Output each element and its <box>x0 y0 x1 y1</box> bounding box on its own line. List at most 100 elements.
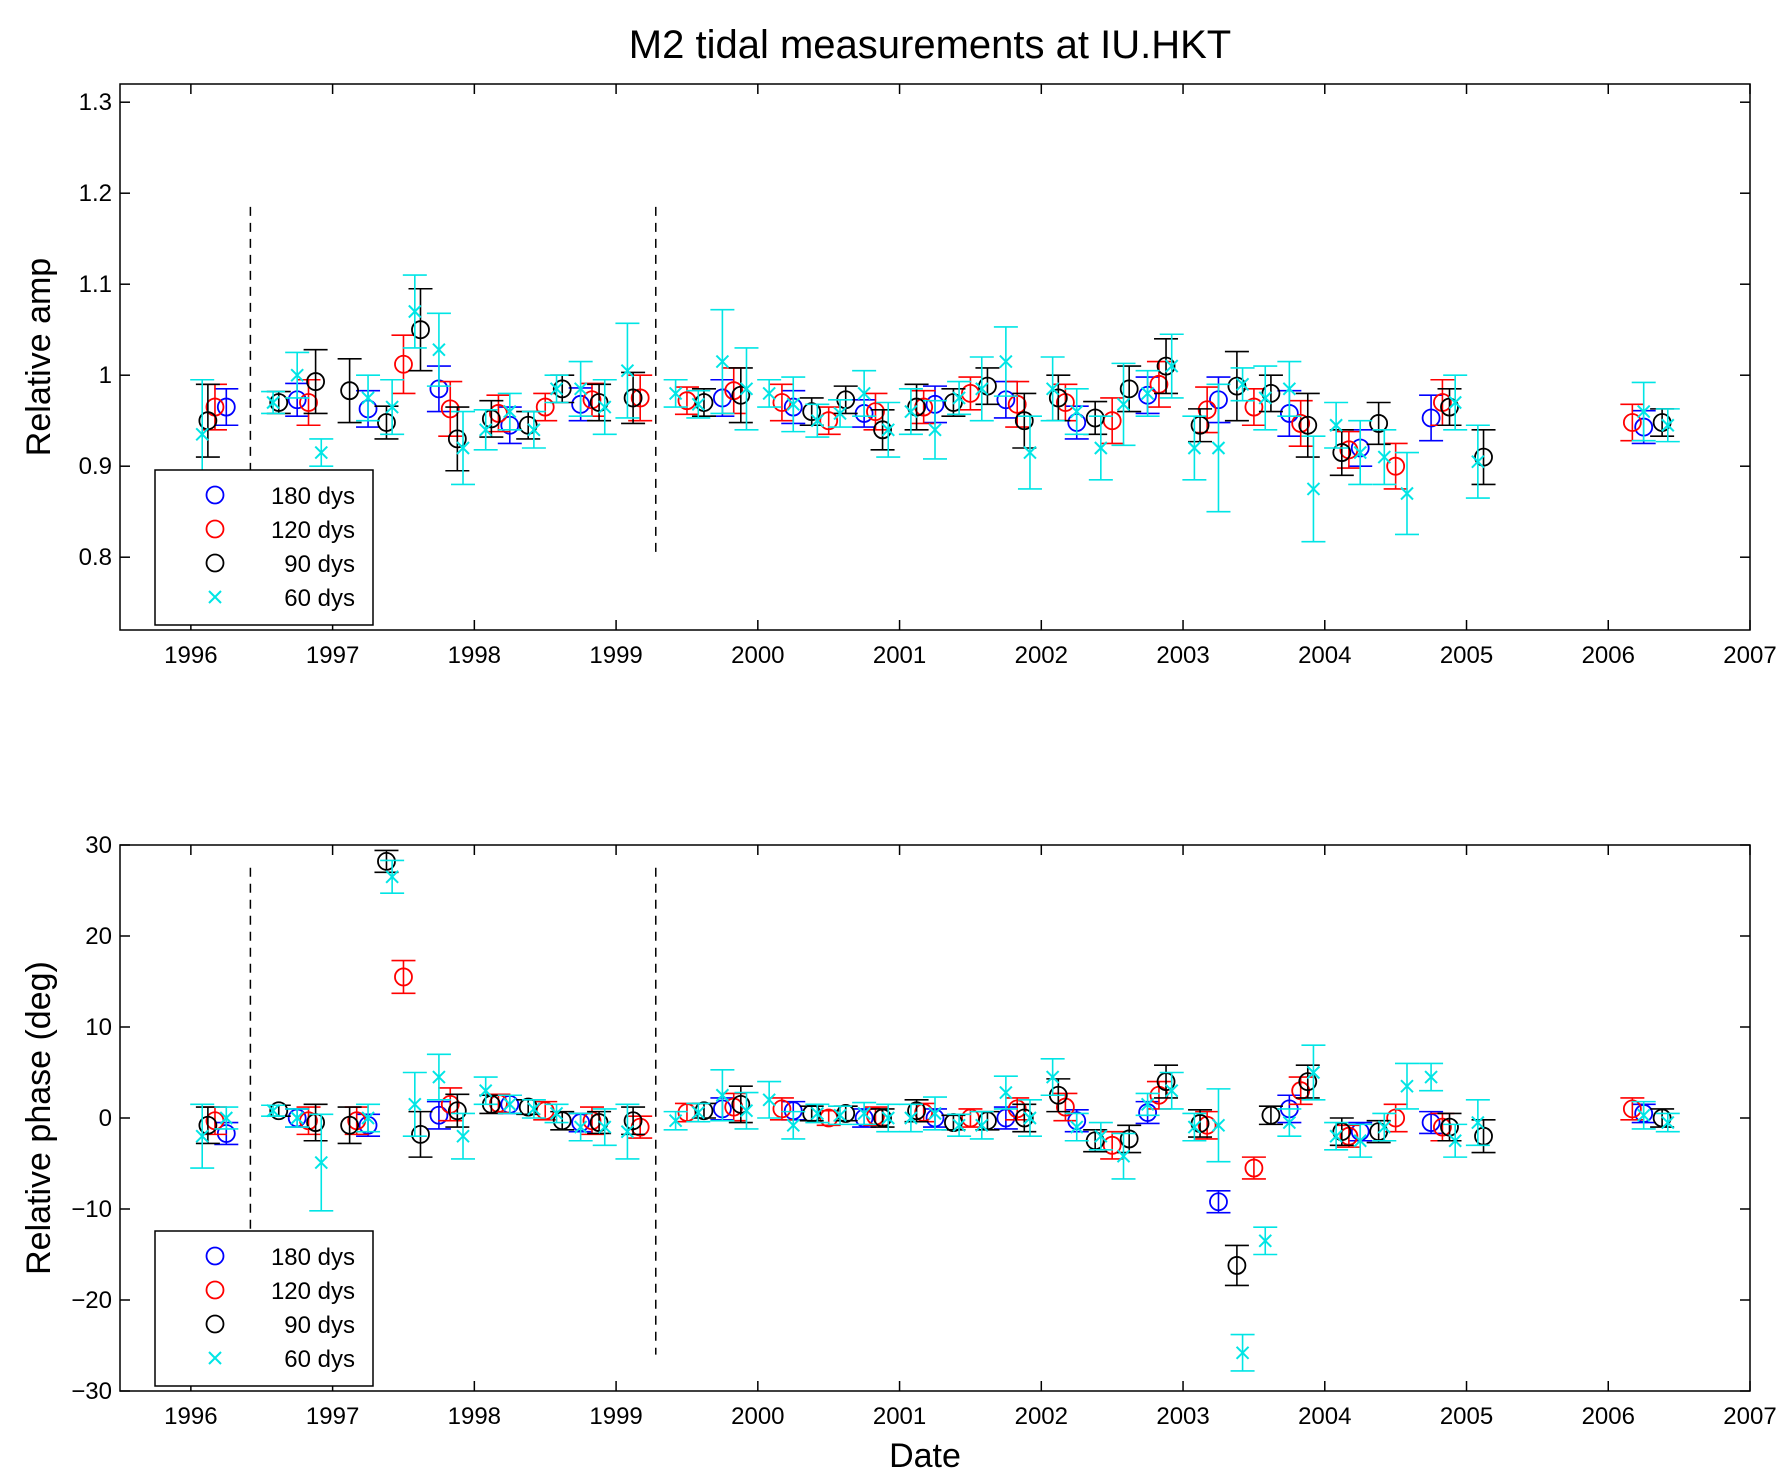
marker-stroke <box>432 343 446 357</box>
x-tick-label: 1998 <box>448 642 501 669</box>
amplitude-panel: 1996 1997 1998 1999 2000 2001 2002 2003 2004 2005… <box>20 83 1777 669</box>
legend-item-90-dys: 90 dys <box>205 1312 355 1339</box>
data-point <box>456 441 470 455</box>
legend-label: 90 dys <box>284 551 355 578</box>
data-point <box>881 1111 895 1125</box>
data-point <box>1332 443 1352 462</box>
data-point <box>1282 382 1297 396</box>
marker-stroke <box>904 404 918 419</box>
marker-stroke <box>1471 1115 1485 1130</box>
legend-box <box>154 1230 374 1387</box>
data-point <box>290 368 304 382</box>
marker-stroke <box>1282 382 1297 396</box>
data-point <box>715 1088 730 1102</box>
data-point <box>1652 1108 1672 1128</box>
data-point <box>1622 413 1642 432</box>
data-point <box>731 1094 751 1114</box>
marker-stroke <box>668 386 683 401</box>
data-point <box>598 400 612 414</box>
marker-stroke <box>432 1070 446 1084</box>
data-point <box>527 423 541 437</box>
data-point <box>1471 454 1485 469</box>
data-point <box>1448 1134 1462 1148</box>
marker-stroke <box>314 1155 328 1170</box>
data-point <box>1448 395 1462 410</box>
data-point <box>1048 388 1068 408</box>
data-point <box>907 397 926 417</box>
x-tick-label: 2001 <box>873 1403 926 1430</box>
x-tick-label: 2000 <box>731 642 784 669</box>
data-point <box>290 1111 304 1125</box>
data-point <box>518 415 538 435</box>
data-point <box>866 402 885 422</box>
marker-stroke <box>762 1093 776 1107</box>
y-tick-label: 0.9 <box>79 453 112 480</box>
data-point <box>456 1129 470 1143</box>
data-point <box>668 386 683 401</box>
marker-stroke <box>361 1111 375 1125</box>
chart-title: M2 tidal measurements at IU.HKT <box>629 23 1231 67</box>
marker-stroke <box>1023 445 1037 460</box>
data-point <box>819 411 839 431</box>
marker-stroke <box>833 406 847 421</box>
marker-stroke <box>219 1111 234 1125</box>
x-tick-label: 1998 <box>448 1403 501 1430</box>
legend-marker <box>208 590 222 604</box>
x-tick-label: 1996 <box>164 642 217 669</box>
x-tick-label: 2005 <box>1440 642 1493 669</box>
data-point <box>385 870 399 884</box>
data-point <box>1187 441 1202 455</box>
marker-stroke <box>408 1097 422 1112</box>
marker-stroke <box>1636 1108 1651 1122</box>
legend-label: 60 dys <box>284 1346 355 1373</box>
data-point <box>411 1124 430 1144</box>
data-point <box>1244 397 1264 417</box>
x-tick-label: 2003 <box>1156 642 1209 669</box>
data-point <box>739 1104 754 1118</box>
marker-stroke <box>999 354 1013 369</box>
marker-stroke <box>385 870 399 884</box>
data-point <box>1164 359 1179 373</box>
marker-stroke <box>857 1106 871 1121</box>
legend: 180 dys 120 dys 90 dys 60 dys <box>154 1230 374 1387</box>
data-point <box>1282 1115 1297 1130</box>
data-point <box>802 402 822 422</box>
data-point <box>810 1106 825 1121</box>
data-point <box>1636 404 1651 419</box>
marker-stroke <box>1070 404 1084 419</box>
data-point <box>1258 391 1272 405</box>
marker-stroke <box>1258 391 1272 405</box>
x-tick-label: 2006 <box>1582 642 1635 669</box>
data-point <box>1261 1105 1281 1125</box>
marker-stroke <box>290 1111 304 1125</box>
data-point <box>432 343 446 357</box>
data-point <box>739 382 754 396</box>
data-point <box>1187 1120 1202 1134</box>
marker-stroke <box>208 590 222 604</box>
data-point <box>786 1118 800 1132</box>
data-point <box>1197 1115 1217 1135</box>
data-point <box>1329 418 1343 432</box>
y-tick-label: 1 <box>99 362 112 389</box>
marker-stroke <box>361 391 375 405</box>
x-tick-label: 1999 <box>589 642 642 669</box>
marker-stroke <box>527 423 541 437</box>
data-point <box>314 1155 328 1170</box>
series-120-dys <box>202 959 1645 1180</box>
data-point <box>411 320 430 340</box>
x-tick-label: 2002 <box>1015 642 1068 669</box>
x-tick-label: 1997 <box>306 1403 359 1430</box>
data-point <box>1377 450 1392 464</box>
x-tick-label: 2007 <box>1723 1403 1776 1430</box>
marker-stroke <box>1400 486 1414 501</box>
marker-stroke <box>573 1120 588 1134</box>
data-point <box>1227 1256 1247 1275</box>
data-point <box>1471 1115 1485 1130</box>
x-tick-label: 2006 <box>1582 1403 1635 1430</box>
marker-stroke <box>1448 395 1462 410</box>
data-point <box>1636 1108 1651 1122</box>
data-point <box>1116 397 1131 412</box>
marker-stroke <box>1116 397 1131 412</box>
data-point <box>762 1093 776 1107</box>
marker-stroke <box>385 400 399 414</box>
